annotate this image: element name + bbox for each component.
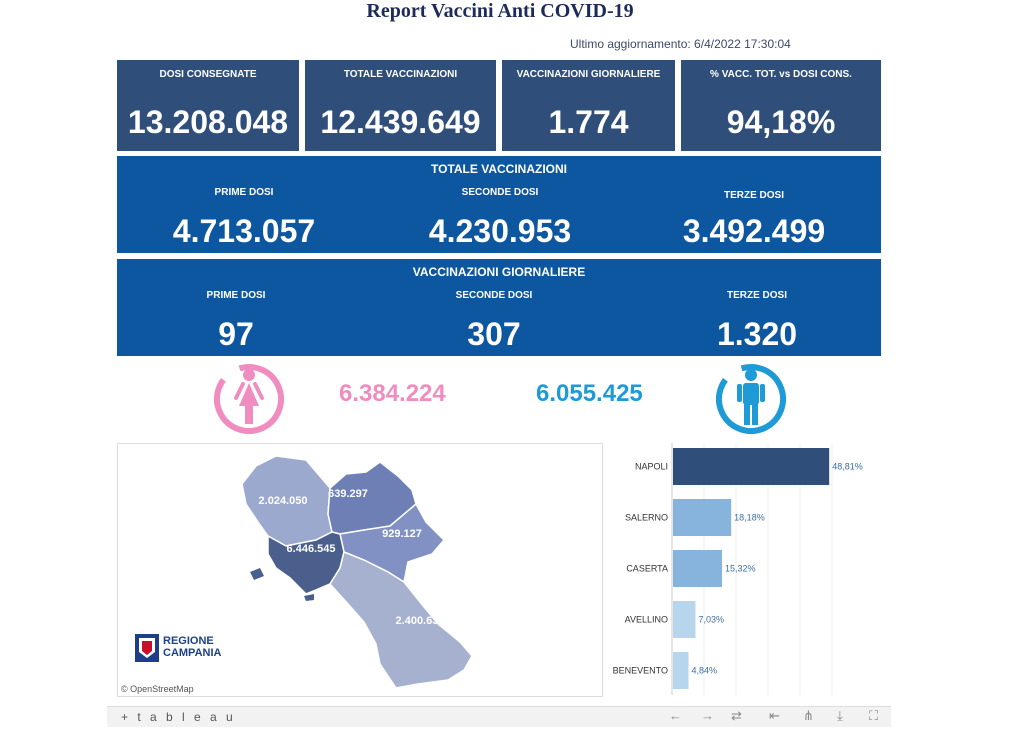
fullscreen-icon[interactable]: ⛶	[869, 708, 879, 723]
bar-caserta[interactable]	[673, 550, 723, 587]
band-sublabel: TERZE DOSI	[723, 190, 784, 201]
bar-benevento[interactable]	[673, 652, 689, 689]
kpi-value: 13.208.048	[127, 104, 289, 140]
bar-category-label: BENEVENTO	[613, 666, 668, 676]
male-total: 6.055.425	[536, 380, 643, 407]
logo-line2: CAMPANIA	[163, 647, 222, 659]
kpi-value: 1.774	[548, 104, 629, 140]
kpi-label: DOSI CONSEGNATE	[159, 69, 257, 80]
province-bar-chart[interactable]: NAPOLI 48,81% SALERNO 18,18% CASERTA 15,32% AV…	[600, 443, 890, 695]
kpi-value: 94,18%	[726, 104, 836, 140]
band-value: 1.320	[716, 316, 798, 352]
kpi-dosi-consegnate[interactable]: DOSI CONSEGNATE 13.208.048	[117, 60, 299, 151]
band-value: 307	[467, 316, 521, 352]
map-label-avellino: 929.127	[382, 528, 422, 540]
bar-napoli[interactable]	[673, 448, 830, 485]
bar-value-label: 48,81%	[832, 462, 863, 472]
bar-salerno[interactable]	[673, 499, 732, 536]
kpi-label: TOTALE VACCINAZIONI	[343, 69, 458, 80]
kpi-totale-vaccinazioni[interactable]: TOTALE VACCINAZIONI 12.439.649	[305, 60, 496, 151]
bar-category-label: CASERTA	[626, 564, 668, 574]
bar-avellino[interactable]	[673, 601, 696, 638]
undo-icon[interactable]: ←	[669, 708, 682, 723]
band-value: 4.713.057	[172, 213, 316, 249]
band-sublabel: PRIME DOSI	[206, 290, 266, 301]
tableau-logo[interactable]: + t a b l e a u	[121, 710, 236, 724]
band-value: 4.230.953	[428, 213, 572, 249]
redo-icon[interactable]: →	[701, 708, 714, 723]
kpi-vaccinazioni-giornaliere[interactable]: VACCINAZIONI GIORNALIERE 1.774	[502, 60, 675, 151]
band-sublabel: SECONDE DOSI	[455, 290, 533, 301]
bar-value-label: 4,84%	[691, 666, 717, 676]
bar-category-label: AVELLINO	[625, 615, 668, 625]
bar-value-label: 15,32%	[725, 564, 756, 574]
female-icon	[214, 364, 284, 434]
band-title: VACCINAZIONI GIORNALIERE	[412, 265, 586, 279]
tableau-toolbar: + t a b l e a u ← → ⇄ ⇤ ⋔ ⤓ ⛶	[107, 706, 891, 727]
map-attribution[interactable]: © OpenStreetMap	[121, 684, 194, 694]
bar-value-label: 7,03%	[698, 615, 724, 625]
island-capri	[304, 594, 314, 601]
male-icon	[716, 364, 786, 434]
download-icon[interactable]: ⤓	[837, 708, 843, 723]
map-label-caserta: 2.024.050	[259, 495, 308, 507]
share-icon[interactable]: ⋔	[803, 708, 814, 723]
kpi-percentuale[interactable]: % VACC. TOT. vs DOSI CONS. 94,18%	[681, 60, 881, 151]
bar-category-label: NAPOLI	[635, 462, 668, 472]
province-salerno	[329, 550, 473, 689]
last-updated: Ultimo aggiornamento: 6/4/2022 17:30:04	[570, 37, 791, 51]
island-ischia	[250, 568, 264, 580]
map-label-napoli: 6.446.545	[287, 543, 336, 555]
female-total: 6.384.224	[339, 380, 446, 407]
regione-campania-logo: REGIONE CAMPANIA	[135, 634, 222, 662]
band-sublabel: PRIME DOSI	[214, 187, 274, 198]
page-title: Report Vaccini Anti COVID-19	[366, 0, 634, 22]
band-sublabel: TERZE DOSI	[726, 290, 787, 301]
totale-vaccinazioni-band: TOTALE VACCINAZIONI PRIME DOSI 4.713.057…	[117, 156, 881, 253]
band-value: 3.492.499	[682, 213, 826, 249]
band-title: TOTALE VACCINAZIONI	[431, 162, 567, 176]
logo-line1: REGIONE	[163, 635, 214, 647]
band-value: 97	[218, 316, 254, 352]
reset-icon[interactable]: ⇤	[769, 708, 780, 723]
revert-icon[interactable]: ⇄	[731, 708, 742, 723]
bar-category-label: SALERNO	[625, 513, 668, 523]
map-label-benevento: 639.297	[328, 488, 368, 500]
campania-map[interactable]: 2.024.050 639.297 929.127 6.446.545 2.40…	[117, 443, 603, 697]
kpi-label: % VACC. TOT. vs DOSI CONS.	[710, 69, 852, 80]
bar-value-label: 18,18%	[734, 513, 765, 523]
band-sublabel: SECONDE DOSI	[461, 187, 539, 198]
vaccinazioni-giornaliere-band: VACCINAZIONI GIORNALIERE PRIME DOSI 97 S…	[117, 259, 881, 356]
kpi-value: 12.439.649	[320, 104, 481, 140]
map-label-salerno: 2.400.630	[396, 615, 445, 627]
kpi-label: VACCINAZIONI GIORNALIERE	[516, 69, 661, 80]
